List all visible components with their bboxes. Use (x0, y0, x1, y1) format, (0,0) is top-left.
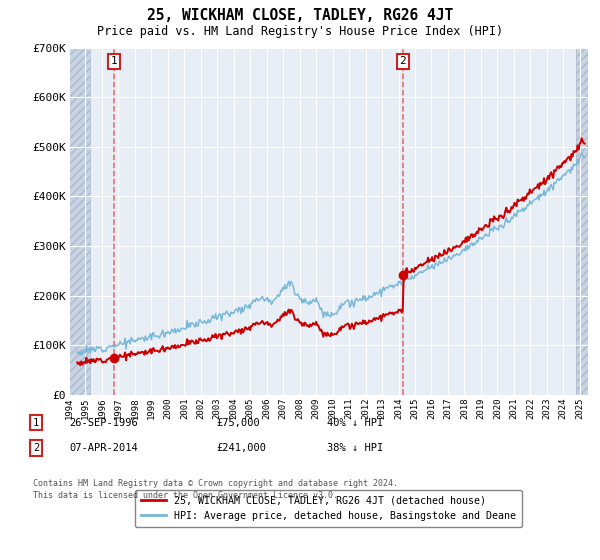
Bar (575, 48, 588, 395)
Bar (575, 48, 588, 395)
Text: £241,000: £241,000 (216, 443, 266, 453)
Bar (69, 48, 91, 395)
Text: 40% ↓ HPI: 40% ↓ HPI (327, 418, 383, 428)
Text: Contains HM Land Registry data © Crown copyright and database right 2024.
This d: Contains HM Land Registry data © Crown c… (33, 479, 398, 500)
Text: 25, WICKHAM CLOSE, TADLEY, RG26 4JT: 25, WICKHAM CLOSE, TADLEY, RG26 4JT (147, 8, 453, 24)
Text: 26-SEP-1996: 26-SEP-1996 (69, 418, 138, 428)
Text: £75,000: £75,000 (216, 418, 260, 428)
Text: 38% ↓ HPI: 38% ↓ HPI (327, 443, 383, 453)
Text: 2: 2 (33, 443, 39, 453)
Text: 07-APR-2014: 07-APR-2014 (69, 443, 138, 453)
Text: 1: 1 (33, 418, 39, 428)
Text: Price paid vs. HM Land Registry's House Price Index (HPI): Price paid vs. HM Land Registry's House … (97, 25, 503, 38)
Text: 2: 2 (400, 57, 406, 66)
Text: 1: 1 (111, 57, 118, 66)
Bar (69, 48, 91, 395)
Legend: 25, WICKHAM CLOSE, TADLEY, RG26 4JT (detached house), HPI: Average price, detach: 25, WICKHAM CLOSE, TADLEY, RG26 4JT (det… (135, 490, 522, 527)
